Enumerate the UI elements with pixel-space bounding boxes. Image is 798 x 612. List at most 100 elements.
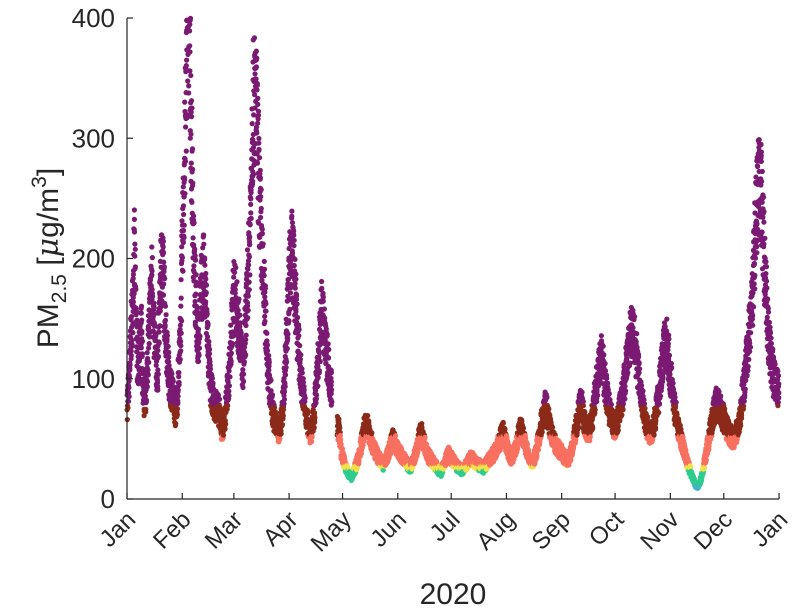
- data-point: [283, 364, 289, 370]
- data-point: [194, 305, 200, 311]
- data-point: [279, 422, 286, 428]
- data-point: [187, 15, 194, 21]
- data-point: [315, 374, 321, 381]
- data-point: [291, 263, 297, 269]
- data-point: [182, 191, 188, 197]
- data-point: [202, 255, 208, 261]
- data-point: [380, 467, 386, 473]
- data-point: [286, 311, 292, 317]
- data-point: [153, 362, 159, 368]
- data-point: [234, 279, 240, 285]
- data-point: [201, 241, 207, 247]
- data-point: [175, 387, 181, 393]
- data-point: [228, 350, 234, 356]
- data-point: [241, 378, 247, 385]
- data-point: [608, 401, 615, 408]
- data-point: [296, 326, 302, 333]
- data-point: [225, 403, 231, 409]
- data-point: [277, 436, 283, 442]
- data-point: [142, 393, 148, 399]
- data-point: [149, 272, 155, 278]
- data-point: [312, 419, 318, 425]
- data-point: [314, 392, 320, 398]
- data-point: [192, 257, 199, 263]
- data-point: [240, 367, 246, 373]
- data-point: [155, 347, 161, 354]
- data-point: [146, 341, 152, 347]
- data-point: [144, 350, 150, 356]
- data-point: [622, 383, 628, 389]
- data-point: [189, 146, 196, 152]
- data-point: [263, 308, 269, 314]
- data-point: [176, 379, 182, 386]
- data-point: [568, 457, 574, 463]
- data-point: [202, 262, 208, 268]
- data-point: [192, 246, 198, 252]
- data-point: [250, 171, 257, 177]
- data-point: [185, 78, 191, 84]
- data-point: [291, 228, 297, 234]
- data-point: [157, 323, 163, 329]
- data-point: [132, 241, 138, 247]
- data-point: [174, 412, 180, 418]
- data-point: [184, 57, 190, 63]
- data-point: [191, 220, 197, 226]
- data-point: [301, 383, 307, 390]
- data-point: [236, 296, 242, 302]
- data-point: [187, 28, 193, 34]
- data-point: [241, 359, 247, 365]
- data-point: [129, 337, 135, 343]
- data-point: [280, 407, 287, 413]
- data-point: [245, 262, 252, 268]
- data-point: [178, 303, 184, 309]
- data-point: [195, 326, 202, 332]
- data-point: [189, 105, 195, 111]
- data-point: [175, 398, 181, 404]
- data-point: [138, 303, 145, 309]
- data-point: [178, 343, 184, 349]
- data-point: [222, 426, 228, 432]
- data-point: [139, 338, 145, 344]
- data-point: [220, 432, 227, 438]
- data-point: [247, 222, 253, 228]
- data-point: [146, 345, 152, 351]
- data-point: [278, 431, 284, 437]
- data-point: [203, 282, 210, 288]
- data-point: [319, 285, 325, 291]
- data-point: [138, 310, 144, 316]
- data-point: [156, 329, 162, 335]
- data-point: [261, 266, 268, 272]
- data-point: [285, 335, 291, 341]
- data-point: [149, 244, 155, 250]
- data-point: [189, 199, 195, 205]
- data-point: [302, 395, 308, 401]
- data-point: [292, 256, 298, 262]
- data-point: [193, 272, 199, 278]
- data-point: [587, 434, 593, 440]
- data-point: [179, 218, 185, 224]
- data-point: [422, 434, 428, 440]
- data-point: [188, 72, 194, 79]
- data-point: [191, 263, 197, 269]
- data-point: [181, 227, 187, 234]
- data-point: [338, 436, 344, 443]
- data-point: [264, 342, 270, 348]
- data-point: [178, 348, 184, 354]
- data-point: [190, 235, 196, 241]
- data-points-layer: [124, 15, 782, 491]
- data-point: [143, 397, 150, 403]
- data-point: [138, 345, 144, 351]
- data-point: [184, 113, 190, 119]
- data-point: [298, 352, 304, 358]
- data-point: [191, 213, 197, 219]
- data-point: [188, 109, 194, 115]
- data-point: [164, 333, 170, 339]
- data-point: [181, 175, 188, 181]
- data-point: [201, 232, 207, 238]
- data-point: [622, 396, 628, 402]
- data-point: [252, 92, 258, 98]
- data-point: [299, 366, 305, 372]
- data-point: [132, 246, 138, 252]
- data-point: [262, 313, 268, 319]
- data-point: [179, 318, 185, 324]
